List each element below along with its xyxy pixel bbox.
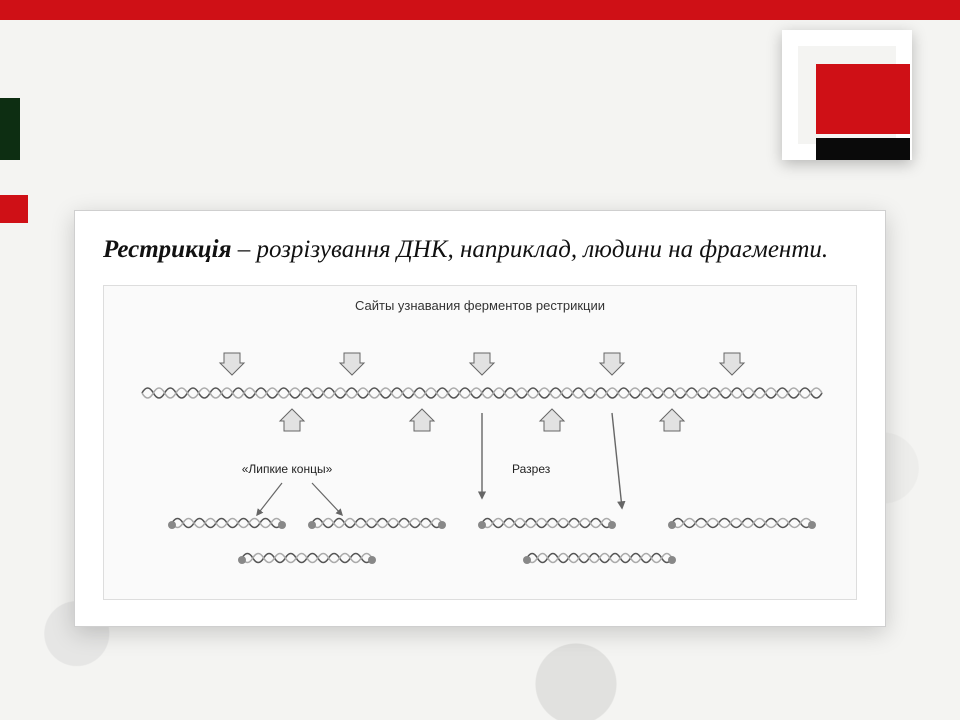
deco-green-block: [0, 98, 20, 160]
dna-svg: «Липкие концы» Разрез: [112, 323, 852, 583]
svg-text:«Липкие концы»: «Липкие концы»: [242, 462, 333, 476]
svg-text:Разрез: Разрез: [512, 462, 551, 476]
definition-text: Рестрикція – розрізування ДНК, наприклад…: [103, 233, 857, 267]
deco-red-small: [0, 195, 28, 223]
deco-square-frame: [782, 30, 912, 160]
diagram-title: Сайты узнавания ферментов рестрикции: [112, 298, 848, 313]
deco-square-red: [816, 64, 910, 134]
restriction-diagram: Сайты узнавания ферментов рестрикции «Ли…: [103, 285, 857, 600]
top-bar: [0, 0, 960, 20]
definition-rest: – розрізування ДНК, наприклад, людини на…: [231, 236, 828, 263]
term: Рестрикція: [103, 236, 231, 263]
deco-square-black: [816, 138, 910, 160]
content-panel: Рестрикція – розрізування ДНК, наприклад…: [74, 210, 886, 627]
